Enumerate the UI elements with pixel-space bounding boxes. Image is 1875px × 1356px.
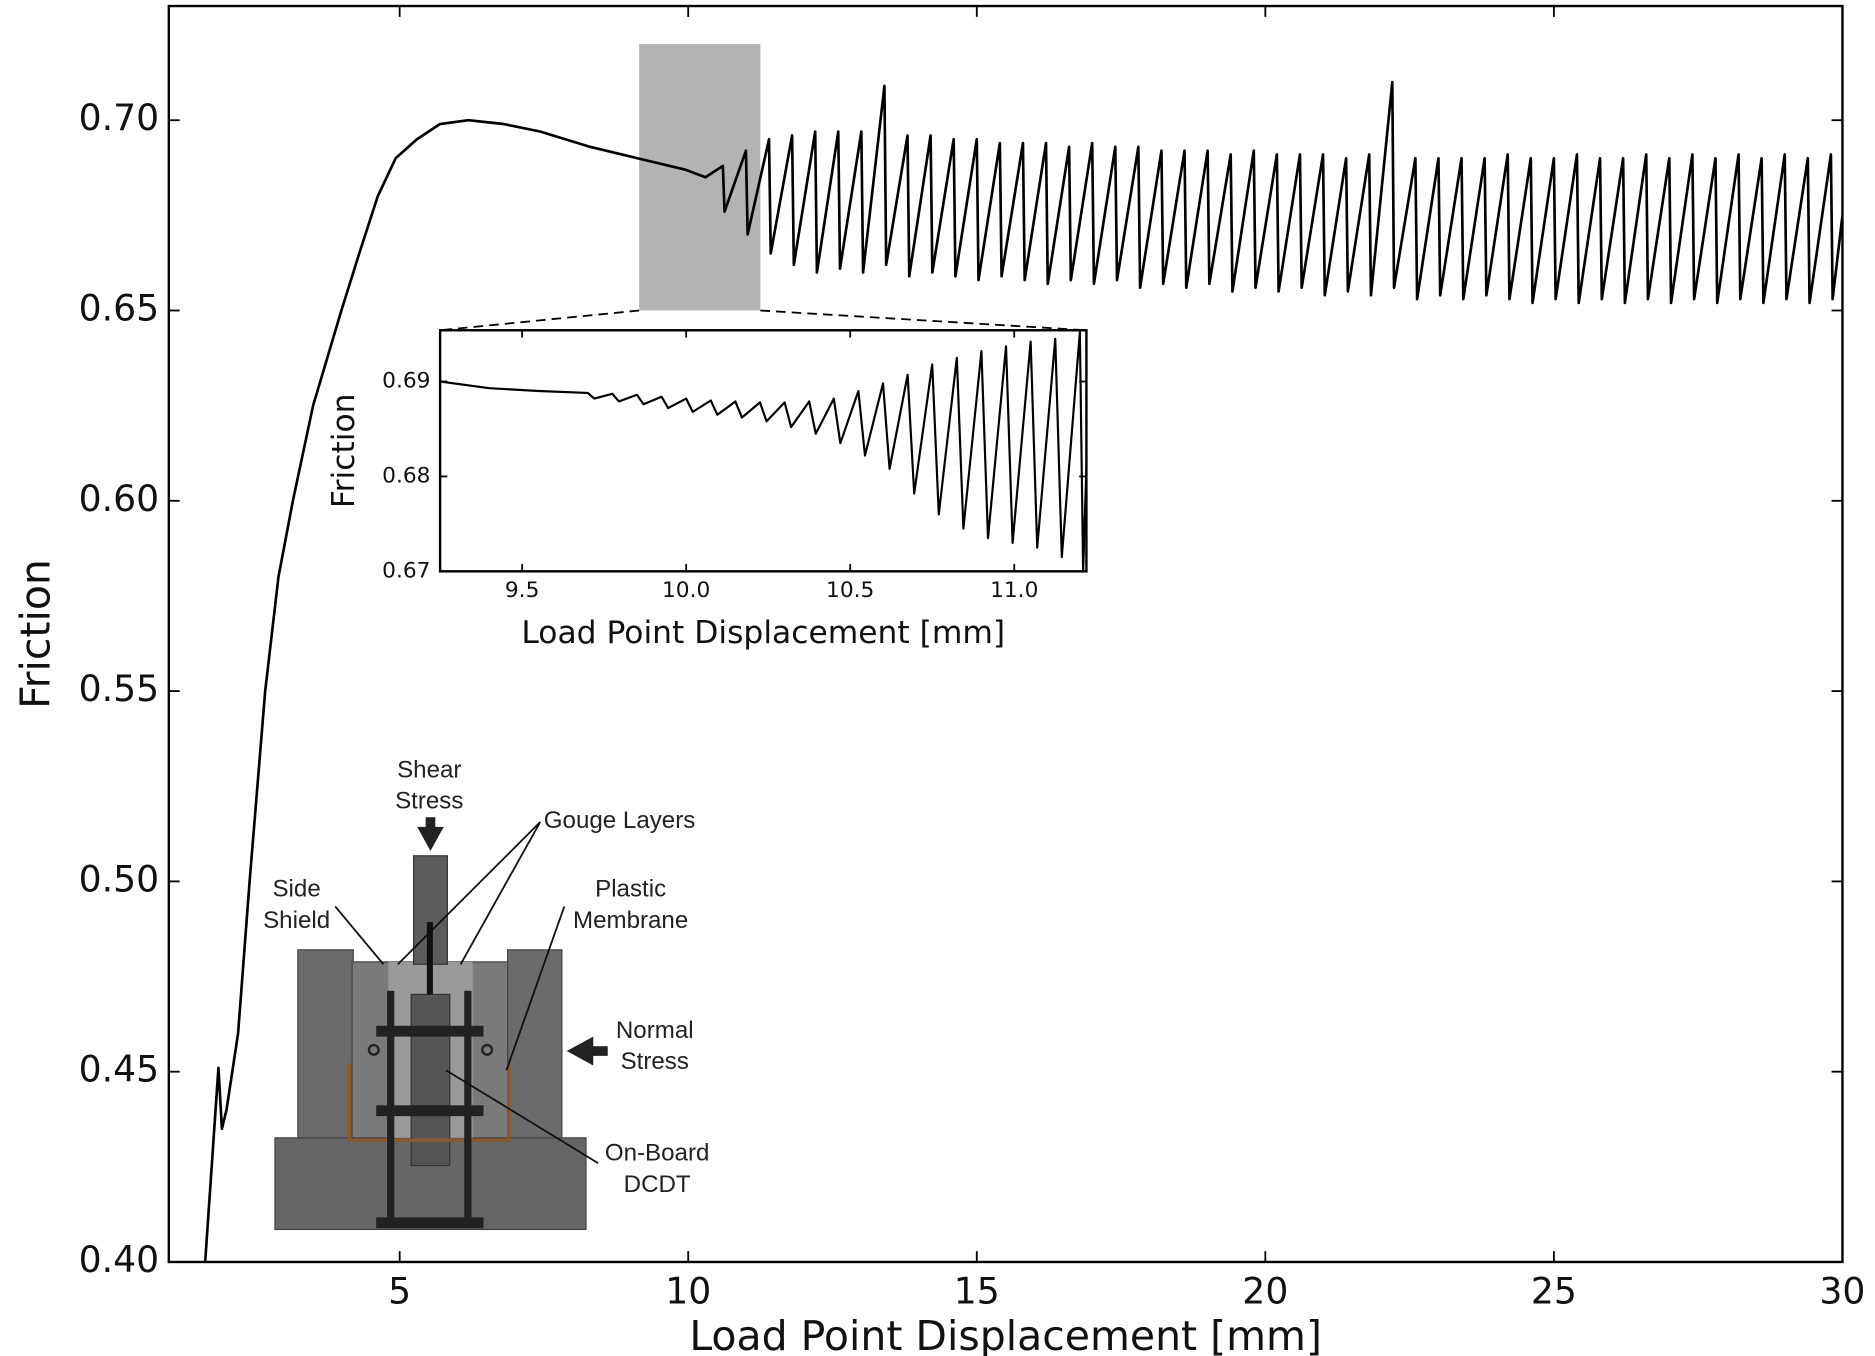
frame-rod: [464, 990, 472, 1226]
y-tick-label: 0.68: [382, 463, 430, 488]
y-tick-label: 0.70: [79, 96, 160, 139]
diagram-label: Plastic Membrane: [573, 876, 688, 934]
diagram-label: On-Board DCDT: [605, 1140, 710, 1198]
x-tick-label: 25: [1531, 1269, 1577, 1312]
label-line: Gouge Layers: [544, 807, 695, 834]
label-line: Normal: [616, 1017, 694, 1044]
x-tick-label: 9.5: [505, 578, 540, 603]
diagram-label: Side Shield: [263, 876, 330, 934]
inset-chart: 9.5 10.0 10.5 11.0 0.67 0.68 0.69 Load Point Di…: [326, 309, 1088, 651]
screw: [367, 1043, 380, 1056]
label-line: Plastic: [595, 876, 666, 903]
y-tick-label: 0.69: [382, 369, 430, 394]
x-tick-label: 30: [1819, 1269, 1865, 1312]
label-line: Side: [272, 876, 320, 903]
leader-line: [505, 906, 566, 1071]
x-tick-label: 11.0: [990, 578, 1038, 603]
leader-line: [445, 1069, 599, 1164]
normal-arrow: [590, 1046, 608, 1056]
side-block: [297, 949, 354, 1139]
y-tick-label: 0.60: [79, 477, 160, 520]
apparatus-diagram: Shear Stress Gouge Layers Side Shield Plas…: [263, 757, 710, 1231]
x-axis-label: Load Point Displacement [mm]: [689, 1312, 1322, 1356]
y-axis-label: Friction: [326, 394, 362, 509]
y-tick-label: 0.67: [382, 558, 430, 583]
friction-line: [440, 331, 1087, 572]
x-axis-label: Load Point Displacement [mm]: [521, 615, 1005, 651]
y-tick-label: 0.45: [79, 1048, 160, 1091]
dcdt-rod: [426, 922, 433, 995]
leader-lines: [334, 821, 599, 1164]
plot-area: [440, 330, 1087, 572]
leader-line: [397, 821, 541, 965]
screw: [481, 1043, 494, 1056]
x-tick-label: 20: [1242, 1269, 1288, 1312]
shear-arrow: [417, 826, 444, 851]
x-tick-label: 10: [665, 1269, 711, 1312]
x-tick-label: 15: [954, 1269, 1000, 1312]
frame-bar: [376, 1025, 484, 1037]
diagram-label: Shear Stress: [395, 757, 463, 815]
zoom-connector: [440, 309, 640, 332]
plastic-membrane: [347, 1063, 511, 1143]
axes-frame: [167, 4, 1844, 1264]
label-line: Shield: [263, 907, 330, 934]
label-line: On-Board: [605, 1140, 710, 1167]
shear-arrow: [425, 817, 436, 830]
diagram-label: Gouge Layers: [544, 807, 695, 834]
zoom-connector: [760, 309, 1087, 332]
x-tick-label: 5: [388, 1269, 411, 1312]
label-line: Shear: [397, 757, 461, 784]
x-tick-label: 10.5: [826, 578, 874, 603]
frame-rod: [387, 990, 395, 1226]
center-block: [410, 993, 451, 1167]
x-tick-label: 10.0: [662, 578, 710, 603]
y-tick-label: 0.65: [79, 287, 160, 330]
frame-bar: [376, 1105, 484, 1117]
label-line: Membrane: [573, 907, 688, 934]
leader-line: [459, 821, 541, 965]
y-tick-label: 0.40: [79, 1238, 160, 1281]
normal-arrow: [566, 1036, 594, 1066]
label-line: Stress: [621, 1048, 689, 1075]
y-tick-label: 0.50: [79, 857, 160, 900]
label-line: DCDT: [624, 1171, 691, 1198]
frame-bar: [376, 1217, 484, 1229]
friction-line: [203, 80, 1843, 1262]
y-axis-label: Friction: [12, 559, 60, 709]
label-line: Stress: [395, 788, 463, 815]
y-tick-label: 0.55: [79, 667, 160, 710]
axes-frame: [438, 329, 1088, 573]
diagram-label: Normal Stress: [616, 1017, 694, 1075]
highlight-box: [639, 44, 761, 311]
leader-line: [334, 905, 385, 965]
